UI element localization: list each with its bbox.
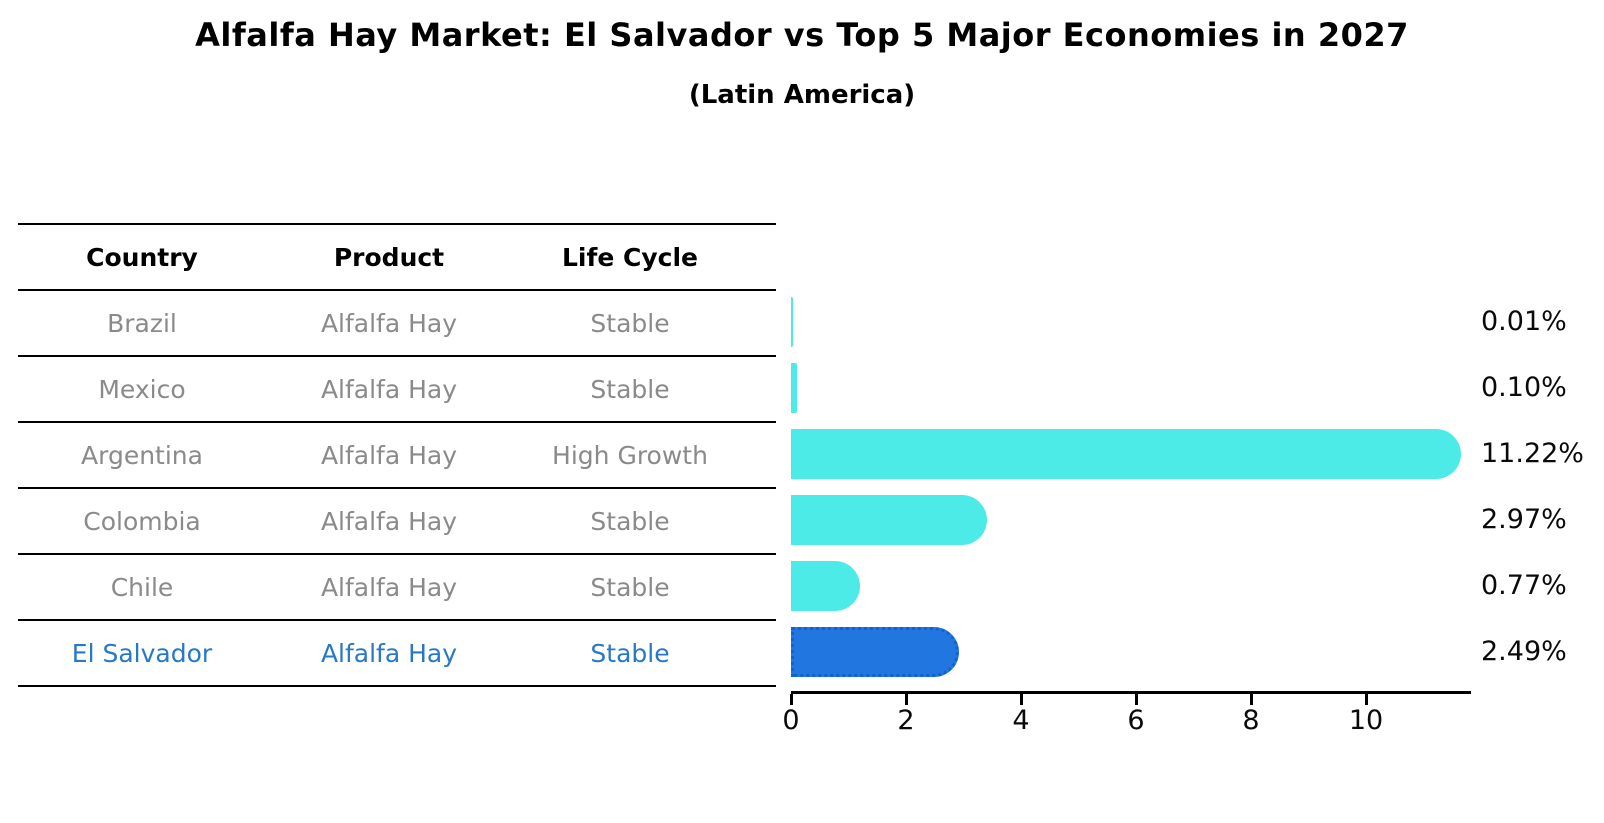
bar-mexico xyxy=(791,363,797,413)
cell-country: Colombia xyxy=(83,506,201,536)
x-axis-tick xyxy=(790,694,793,705)
cell-product: Alfalfa Hay xyxy=(320,308,458,338)
value-label-mexico: 0.10% xyxy=(1481,372,1567,403)
cell-product: Alfalfa Hay xyxy=(320,572,458,602)
column-header-product: Product xyxy=(333,242,445,272)
table-row: Mexico Alfalfa Hay Stable xyxy=(18,355,776,421)
x-axis-tick-label: 10 xyxy=(1348,705,1384,736)
bar-brazil xyxy=(791,297,793,347)
x-axis-line xyxy=(791,691,1471,694)
x-axis-tick xyxy=(905,694,908,705)
cell-life-cycle: High Growth xyxy=(552,440,708,470)
cell-life-cycle: Stable xyxy=(590,506,670,536)
x-axis-tick xyxy=(1250,694,1253,705)
value-label-argentina: 11.22% xyxy=(1481,438,1584,469)
chart-title: Alfalfa Hay Market: El Salvador vs Top 5… xyxy=(195,16,1409,54)
cell-life-cycle: Stable xyxy=(590,308,670,338)
column-header-life-cycle: Life Cycle xyxy=(561,242,699,272)
x-axis-tick-label: 4 xyxy=(1012,705,1030,736)
cell-product: Alfalfa Hay xyxy=(320,440,458,470)
x-axis-tick xyxy=(1365,694,1368,705)
cell-life-cycle: Stable xyxy=(590,572,670,602)
country-table: Country Product Life Cycle Brazil Alfalf… xyxy=(18,223,776,687)
cell-country: Chile xyxy=(110,572,174,602)
cell-country: El Salvador xyxy=(71,638,213,668)
x-axis-tick-label: 0 xyxy=(782,705,800,736)
bar-chile xyxy=(791,561,861,611)
cell-country: Brazil xyxy=(107,308,177,338)
cell-life-cycle: Stable xyxy=(590,374,670,404)
table-row-el-salvador: El Salvador Alfalfa Hay Stable xyxy=(18,619,776,685)
value-label-el-salvador: 2.49% xyxy=(1481,636,1567,667)
bar-argentina xyxy=(791,429,1462,479)
x-axis-tick-label: 2 xyxy=(897,705,915,736)
bar-colombia xyxy=(791,495,987,545)
bar-el-salvador xyxy=(791,627,960,677)
table-row: Chile Alfalfa Hay Stable xyxy=(18,553,776,619)
cell-country: Argentina xyxy=(81,440,203,470)
x-axis-tick-label: 6 xyxy=(1127,705,1145,736)
column-header-country: Country xyxy=(86,242,198,272)
x-axis-tick xyxy=(1020,694,1023,705)
cell-product: Alfalfa Hay xyxy=(320,506,458,536)
cell-product: Alfalfa Hay xyxy=(320,374,458,404)
value-label-colombia: 2.97% xyxy=(1481,504,1567,535)
chart-subtitle: (Latin America) xyxy=(688,80,916,110)
x-axis-tick xyxy=(1135,694,1138,705)
table-row: Argentina Alfalfa Hay High Growth xyxy=(18,421,776,487)
table-row: Colombia Alfalfa Hay Stable xyxy=(18,487,776,553)
cell-life-cycle: Stable xyxy=(590,638,670,668)
value-label-chile: 0.77% xyxy=(1481,570,1567,601)
cell-country: Mexico xyxy=(98,374,186,404)
table-header-row: Country Product Life Cycle xyxy=(18,223,776,289)
x-axis-tick-label: 8 xyxy=(1242,705,1260,736)
cell-product: Alfalfa Hay xyxy=(320,638,458,668)
value-label-brazil: 0.01% xyxy=(1481,306,1567,337)
table-row: Brazil Alfalfa Hay Stable xyxy=(18,289,776,355)
